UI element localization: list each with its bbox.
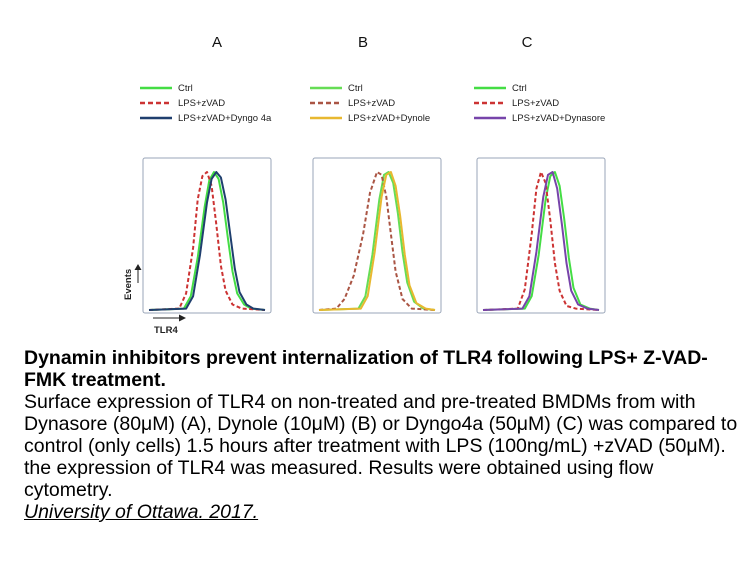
x-axis-arrow-head xyxy=(179,314,186,322)
legend-entry: Ctrl xyxy=(348,83,363,94)
panel-b: B Ctrl LPS+zVAD LPS+zVAD+Dynole xyxy=(310,34,442,314)
series-lps-zvad xyxy=(318,171,436,311)
legend-entry: LPS+zVAD+Dynole xyxy=(348,113,430,124)
series-ctrl xyxy=(318,171,436,311)
legend-entry: LPS+zVAD xyxy=(348,98,395,109)
legend-entry: LPS+zVAD+Dyngo 4a xyxy=(178,113,272,124)
panel-c: C Ctrl LPS+zVAD LPS+zVAD+Dynasore xyxy=(474,34,606,314)
legend-entry: LPS+zVAD xyxy=(512,98,559,109)
series-lps-zvad-dynole xyxy=(318,171,436,311)
caption-body: Surface expression of TLR4 on non-treate… xyxy=(24,391,738,501)
series-lps-zvad xyxy=(148,171,266,311)
series-ctrl xyxy=(148,171,266,311)
series-ctrl xyxy=(482,171,600,311)
panel-a: A Ctrl LPS+zVAD LPS+zVAD+Dyngo 4a Events TLR4 xyxy=(123,34,272,336)
plot-frame xyxy=(142,157,272,314)
caption-title: Dynamin inhibitors prevent internalizati… xyxy=(24,347,708,391)
legend-entry: Ctrl xyxy=(512,83,527,94)
panel-label: C xyxy=(522,34,533,51)
flow-cytometry-figure: A Ctrl LPS+zVAD LPS+zVAD+Dyngo 4a Events TLR4… xyxy=(123,34,606,336)
y-axis-arrow-head xyxy=(134,264,142,270)
caption-credit: University of Ottawa. 2017. xyxy=(24,501,259,523)
panel-label: A xyxy=(212,34,222,51)
legend-entry: LPS+zVAD+Dynasore xyxy=(512,113,605,124)
series-lps-zvad-dyngo-4a xyxy=(148,171,266,311)
series-lps-zvad-dynasore xyxy=(482,171,600,311)
legend-entry: Ctrl xyxy=(178,83,193,94)
y-axis-label: Events xyxy=(123,269,134,300)
x-axis-label: TLR4 xyxy=(154,325,178,336)
panel-label: B xyxy=(358,34,368,51)
legend-entry: LPS+zVAD xyxy=(178,98,225,109)
figure-caption: Dynamin inhibitors prevent internalizati… xyxy=(24,347,744,523)
